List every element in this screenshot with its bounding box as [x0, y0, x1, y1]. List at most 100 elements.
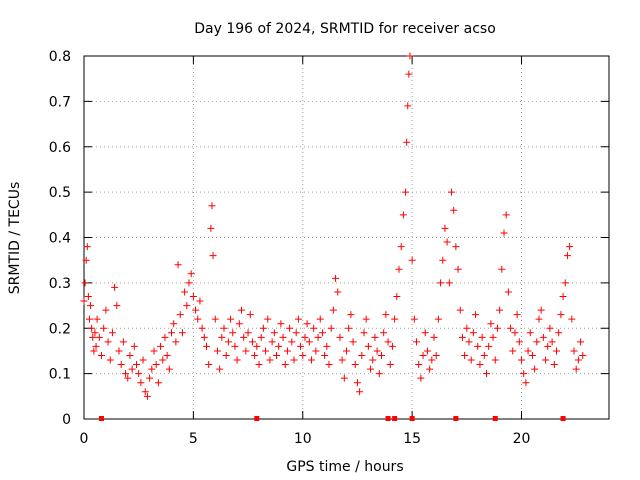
data-point — [386, 361, 394, 369]
data-point — [148, 365, 156, 373]
data-point — [264, 315, 272, 323]
data-point — [181, 288, 189, 296]
data-point — [178, 329, 186, 337]
data-point — [262, 347, 270, 355]
data-point — [189, 292, 197, 300]
data-point — [388, 342, 396, 350]
data-point — [135, 370, 143, 378]
data-point — [570, 347, 578, 355]
data-point — [441, 224, 449, 232]
data-point — [308, 356, 315, 364]
data-point — [531, 365, 539, 373]
data-point — [85, 315, 93, 323]
data-point — [325, 361, 333, 369]
data-point — [572, 365, 580, 373]
data-point — [209, 252, 217, 260]
data-point — [469, 329, 477, 337]
data-point — [95, 333, 103, 341]
data-point — [192, 306, 200, 314]
y-tick-label: 0 — [62, 412, 71, 428]
data-point — [163, 351, 171, 359]
data-point — [255, 361, 263, 369]
data-point — [476, 361, 484, 369]
data-point — [439, 256, 447, 264]
data-point — [403, 138, 411, 146]
data-point — [220, 324, 228, 332]
x-tick-label: 15 — [403, 431, 421, 447]
data-point — [124, 374, 132, 382]
data-point — [275, 342, 283, 350]
data-point — [161, 333, 169, 341]
data-point — [343, 347, 350, 355]
data-point — [443, 238, 451, 246]
data-point — [286, 324, 294, 332]
data-point — [559, 292, 567, 300]
data-point — [227, 315, 235, 323]
data-point — [504, 288, 512, 296]
x-tick-label: 10 — [294, 431, 312, 447]
data-point — [423, 347, 431, 355]
data-point — [111, 283, 119, 291]
data-point — [83, 243, 91, 251]
data-point — [168, 329, 175, 337]
data-point — [362, 315, 370, 323]
data-point — [310, 324, 318, 332]
data-point — [353, 379, 361, 387]
data-point — [434, 315, 442, 323]
data-point — [281, 361, 289, 369]
data-point — [152, 361, 160, 369]
data-point — [84, 292, 92, 300]
data-point — [502, 211, 510, 219]
data-point — [117, 361, 125, 369]
data-point — [393, 292, 401, 300]
data-point — [421, 329, 429, 337]
data-point — [119, 338, 127, 346]
data-point — [428, 356, 436, 364]
data-point — [413, 338, 420, 346]
data-point — [454, 265, 462, 273]
data-point — [489, 333, 497, 341]
data-point — [404, 102, 412, 110]
data-point — [406, 52, 414, 60]
data-point — [561, 279, 569, 287]
data-point — [364, 342, 372, 350]
data-point — [369, 356, 377, 364]
data-point — [498, 265, 506, 273]
data-point — [480, 351, 488, 359]
data-point — [159, 356, 167, 364]
data-point — [108, 329, 116, 337]
data-point — [91, 329, 99, 337]
data-point — [170, 320, 178, 328]
baseline-marker — [385, 416, 391, 421]
data-point — [283, 347, 291, 355]
baseline-marker — [392, 416, 398, 421]
data-point — [203, 342, 210, 350]
y-tick-label: 0.6 — [49, 140, 71, 156]
y-axis-label: SRMTID / TECUs — [7, 182, 23, 295]
data-point — [378, 351, 385, 359]
data-point — [568, 315, 576, 323]
data-point — [430, 333, 438, 341]
data-point — [485, 342, 493, 350]
data-point — [467, 356, 475, 364]
y-tick-label: 0.5 — [49, 185, 71, 201]
x-tick-label: 20 — [513, 431, 531, 447]
data-point — [397, 243, 405, 251]
data-point — [216, 365, 224, 373]
data-point — [305, 338, 313, 346]
data-point — [323, 342, 331, 350]
data-point — [141, 388, 149, 396]
data-point — [329, 306, 337, 314]
data-point — [89, 333, 97, 341]
data-point — [321, 351, 329, 359]
data-point — [196, 297, 204, 305]
data-point — [563, 252, 571, 260]
x-axis-label: GPS time / hours — [286, 459, 403, 475]
data-point — [415, 361, 423, 369]
data-point — [555, 329, 563, 337]
data-point — [299, 351, 307, 359]
data-point — [483, 370, 490, 378]
data-point — [417, 374, 425, 382]
data-point — [338, 356, 346, 364]
